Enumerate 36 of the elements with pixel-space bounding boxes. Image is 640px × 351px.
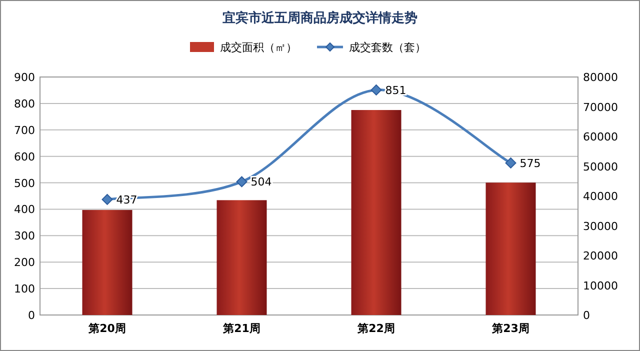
y2-tick-label: 40000 xyxy=(583,190,618,203)
y-tick-label: 600 xyxy=(14,150,35,164)
point xyxy=(370,84,382,96)
y2-tick-label: 50000 xyxy=(583,160,618,174)
chart-title: 宜宾市近五周商品房成交详情走势 xyxy=(222,10,418,26)
y-tick-label: 100 xyxy=(14,282,35,296)
bar xyxy=(351,110,402,315)
y2-tick-label: 10000 xyxy=(583,279,618,292)
point xyxy=(102,194,113,205)
y2-tick-label: 60000 xyxy=(583,130,618,144)
bar xyxy=(486,182,536,315)
y-tick-label: 0 xyxy=(28,309,35,322)
bar xyxy=(216,200,267,315)
data-label: 504 xyxy=(250,176,272,189)
data-label: 575 xyxy=(520,156,541,170)
y-tick-label: 800 xyxy=(14,97,35,110)
x-tick-label: 第22周 xyxy=(356,322,395,335)
y-tick-label: 200 xyxy=(14,256,35,270)
y2-tick-label: 0 xyxy=(583,309,590,322)
legend-label: 成交面积（㎡） xyxy=(220,41,297,54)
y-tick-label: 900 xyxy=(14,71,35,84)
point xyxy=(505,157,516,168)
y-tick-label: 500 xyxy=(14,176,35,190)
y2-tick-label: 70000 xyxy=(583,100,618,114)
x-tick-label: 第23周 xyxy=(491,322,530,335)
x-tick-label: 第20周 xyxy=(88,322,126,335)
y2-tick-label: 80000 xyxy=(583,71,618,84)
bar xyxy=(82,210,132,315)
y-tick-label: 400 xyxy=(14,203,35,216)
legend-label: 成交套数（套） xyxy=(349,41,426,54)
y2-tick-label: 20000 xyxy=(583,250,618,262)
y-tick-label: 700 xyxy=(14,124,35,137)
x-tick-label: 第21周 xyxy=(222,322,260,335)
point xyxy=(236,176,248,188)
y2-tick-label: 30000 xyxy=(583,220,618,233)
y-tick-label: 300 xyxy=(14,230,35,243)
